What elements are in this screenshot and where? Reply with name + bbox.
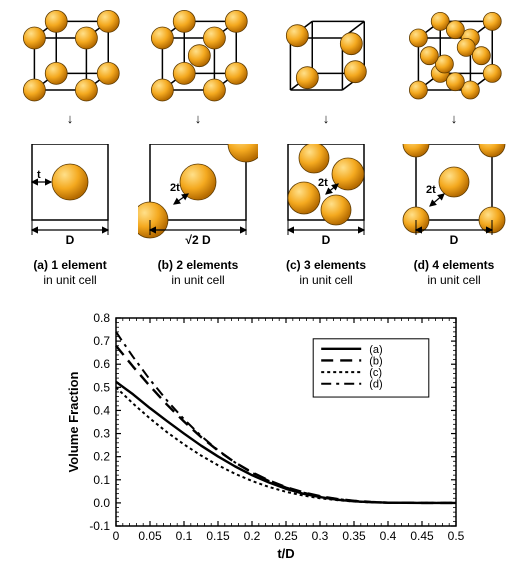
caption-line1: 2 elements [176,258,238,272]
unit-cell-row: ↓tD(a) 1 elementin unit cell↓2t√2 D(b) 2… [0,0,520,304]
chart-container: 0 0.05 0.1 0.15 0.2 0.25 0.3 0.35 0.4 0.45 0.5 -0.1… [62,308,466,566]
panel-tag: (d) [414,258,429,272]
figure-root: ↓tD(a) 1 elementin unit cell↓2t√2 D(b) 2… [0,0,520,574]
unit-cell-3d [138,6,258,109]
svg-text:0: 0 [113,529,120,543]
svg-text:Volume Fraction: Volume Fraction [66,372,81,473]
svg-text:0.5: 0.5 [448,529,465,543]
panel-a: ↓tD(a) 1 elementin unit cell [10,0,130,304]
unit-cell-2d: 2t D [266,144,386,253]
svg-text:0.1: 0.1 [176,529,193,543]
svg-text:0.05: 0.05 [138,529,162,543]
unit-cell-2d: 2t D [394,144,514,253]
svg-text:(c): (c) [369,367,382,379]
unit-cell-3d [266,6,386,109]
panel-d: ↓ 2t D (d) 4 elementsin unit cell [394,0,514,304]
panel-caption: (a) 1 elementin unit cell [10,258,130,288]
svg-text:D: D [450,233,459,247]
svg-text:0.3: 0.3 [93,427,110,441]
svg-text:-0.1: -0.1 [89,519,110,533]
caption-line2: in unit cell [427,273,480,287]
svg-text:(a): (a) [369,344,382,356]
svg-text:0.3: 0.3 [312,529,329,543]
svg-text:0.2: 0.2 [244,529,261,543]
svg-text:0.35: 0.35 [342,529,366,543]
svg-text:(b): (b) [369,355,382,367]
svg-text:t/D: t/D [277,546,294,561]
svg-text:0.7: 0.7 [93,334,110,348]
panel-tag: (b) [158,258,173,272]
panel-caption: (c) 3 elementsin unit cell [266,258,386,288]
svg-text:0.8: 0.8 [93,311,110,325]
svg-text:0.2: 0.2 [93,450,110,464]
svg-text:2t: 2t [170,182,180,194]
caption-line2: in unit cell [299,273,352,287]
caption-line2: in unit cell [171,273,224,287]
arrow-down-icon: ↓ [138,112,258,125]
svg-text:2t: 2t [426,184,436,196]
arrow-down-icon: ↓ [394,112,514,125]
svg-text:0.4: 0.4 [93,403,110,417]
caption-line1: 1 element [51,258,106,272]
panel-tag: (a) [33,258,48,272]
panel-tag: (c) [286,258,301,272]
caption-line1: 3 elements [304,258,366,272]
svg-text:0.4: 0.4 [380,529,397,543]
svg-text:0.15: 0.15 [206,529,230,543]
unit-cell-2d: tD [10,144,130,253]
unit-cell-3d [10,6,130,109]
svg-text:0.45: 0.45 [410,529,434,543]
unit-cell-3d [394,6,514,109]
panel-b: ↓ 2t √2 D (b) 2 elementsin unit cell [138,0,258,304]
svg-text:2t: 2t [318,177,328,189]
svg-text:(d): (d) [369,379,382,391]
svg-text:t: t [37,169,41,181]
unit-cell-2d: 2t √2 D [138,144,258,253]
svg-text:0.5: 0.5 [93,380,110,394]
svg-text:0.1: 0.1 [93,473,110,487]
panel-c: ↓ 2t D (c) 3 elementsin unit cell [266,0,386,304]
svg-text:D: D [66,233,75,247]
panel-caption: (b) 2 elementsin unit cell [138,258,258,288]
svg-text:D: D [322,233,331,247]
svg-text:0.6: 0.6 [93,357,110,371]
arrow-down-icon: ↓ [10,112,130,125]
svg-text:0.25: 0.25 [274,529,298,543]
caption-line2: in unit cell [43,273,96,287]
svg-text:√2 D: √2 D [185,233,211,247]
caption-line1: 4 elements [432,258,494,272]
panel-caption: (d) 4 elementsin unit cell [394,258,514,288]
arrow-down-icon: ↓ [266,112,386,125]
svg-text:0.0: 0.0 [93,496,110,510]
